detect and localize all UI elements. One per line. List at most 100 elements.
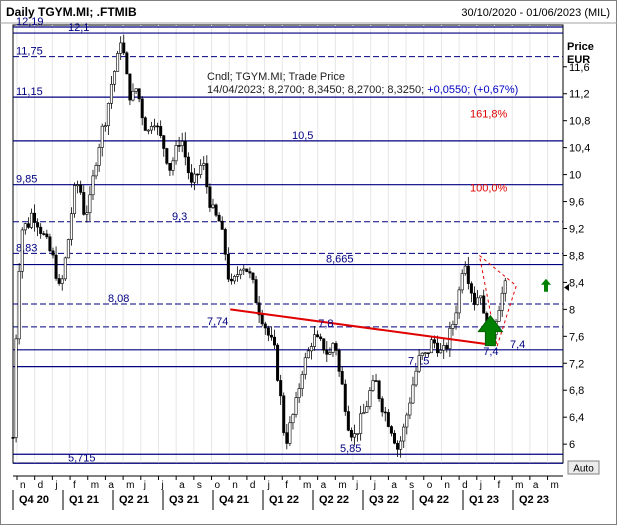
- candle-body: [208, 186, 212, 208]
- candle-body: [211, 204, 215, 208]
- candle-body: [26, 223, 30, 228]
- candle-body: [439, 349, 443, 354]
- auto-scale-button[interactable]: [567, 460, 600, 475]
- y-tick-label: 7,6: [569, 331, 584, 343]
- candle-body: [269, 334, 273, 338]
- candle-body: [331, 343, 335, 353]
- candle-body: [214, 204, 218, 216]
- candle-body: [503, 280, 507, 294]
- candle-body: [371, 380, 375, 391]
- month-tick-label: a: [391, 480, 397, 491]
- candle-body: [414, 370, 418, 386]
- candle-body: [472, 292, 476, 305]
- month-tick-label: n: [444, 480, 450, 491]
- month-tick-label: s: [197, 480, 202, 491]
- candle-body: [260, 314, 264, 325]
- candle-body: [248, 271, 252, 274]
- candle-body: [193, 173, 197, 183]
- y-tick-label: 11,6: [569, 62, 590, 74]
- last-price-marker: [564, 283, 569, 291]
- candle-body: [226, 253, 230, 280]
- candle-body: [79, 184, 83, 193]
- candle-body: [309, 346, 313, 352]
- y-tick-label: 6,8: [569, 385, 584, 397]
- month-tick-label: d: [38, 480, 44, 491]
- price-level-label: 5,715: [68, 452, 96, 464]
- candle-body: [39, 226, 43, 234]
- candle-body: [392, 432, 396, 444]
- price-level-label: 11,75: [16, 46, 43, 58]
- candle-body: [122, 42, 126, 54]
- triangle-pattern: [478, 255, 517, 347]
- quarter-label: Q3 21: [169, 494, 199, 506]
- candle-body: [306, 350, 310, 359]
- candle-body: [451, 324, 455, 329]
- candle-body: [220, 220, 224, 230]
- month-tick-label: j: [143, 480, 146, 491]
- month-tick-label: a: [533, 480, 539, 491]
- month-tick-label: o: [427, 480, 433, 491]
- price-level-label: 7,4: [510, 339, 525, 351]
- candle-body: [349, 430, 353, 438]
- candle-body: [171, 160, 175, 171]
- candle-body: [328, 352, 332, 355]
- candle-body: [128, 73, 132, 101]
- month-tick-label: s: [409, 480, 414, 491]
- month-tick-label: d: [250, 480, 256, 491]
- candle-body: [294, 397, 298, 415]
- candle-body: [162, 135, 166, 149]
- candle-body: [143, 117, 147, 131]
- price-level-label: 12,19: [16, 16, 44, 28]
- candle-body: [113, 71, 117, 85]
- candle-body: [346, 411, 350, 431]
- candle-body: [432, 339, 436, 344]
- candle-body: [174, 145, 178, 162]
- candle-body: [476, 297, 480, 305]
- candle-body: [63, 257, 67, 280]
- candle-body: [383, 411, 387, 414]
- candle-body: [436, 342, 440, 354]
- candle-body: [423, 352, 427, 355]
- candle-body: [233, 276, 237, 282]
- quarter-label: Q2 22: [319, 494, 349, 506]
- candle-body: [199, 165, 203, 175]
- info-line-2: 14/04/2023; 8,2700; 8,3450; 8,2700; 8,32…: [207, 84, 518, 96]
- info-ohlc: 14/04/2023; 8,2700; 8,3450; 8,2700; 8,32…: [207, 84, 427, 96]
- y-tick-label: 10,8: [569, 116, 590, 128]
- candle-body: [97, 147, 101, 166]
- candle-body: [189, 172, 193, 183]
- month-tick-label: j: [355, 480, 358, 491]
- quarter-label: Q4 20: [19, 494, 49, 506]
- candle-body: [377, 380, 381, 399]
- candle-body: [180, 141, 184, 147]
- x-axis: n d j f m a m j j a s o n d j f m a m j j a s o n d j f m a mQ4 20 Q1 2…: [12, 476, 559, 510]
- candle-body: [11, 437, 15, 439]
- candle-body: [223, 229, 227, 255]
- axis-unit-currency: EUR: [567, 54, 590, 66]
- quarter-label: Q1 21: [69, 494, 99, 506]
- candlestick-series: [11, 34, 507, 458]
- candle-body: [313, 334, 317, 347]
- candle-body: [288, 422, 292, 444]
- candle-body: [411, 384, 415, 404]
- candle-body: [17, 270, 21, 340]
- candle-body: [460, 273, 464, 291]
- candle-body: [263, 323, 267, 329]
- candle-body: [417, 355, 421, 372]
- candle-body: [273, 336, 277, 346]
- candle-body: [334, 343, 338, 351]
- axis-unit-price: Price: [567, 41, 594, 53]
- candle-body: [402, 426, 406, 442]
- candle-body: [497, 310, 501, 322]
- candle-body: [131, 91, 135, 101]
- candle-body: [60, 278, 64, 284]
- candle-body: [100, 125, 104, 148]
- price-level-label: 9,85: [16, 174, 37, 186]
- candle-body: [368, 390, 372, 407]
- candle-body: [242, 268, 246, 271]
- candle-body: [257, 302, 261, 316]
- chart-overlays: 161,8% 100,0% 7,8 7,4: [230, 108, 569, 358]
- price-level-label: 10,5: [292, 130, 313, 142]
- candle-body: [251, 272, 255, 280]
- candle-body: [276, 344, 280, 381]
